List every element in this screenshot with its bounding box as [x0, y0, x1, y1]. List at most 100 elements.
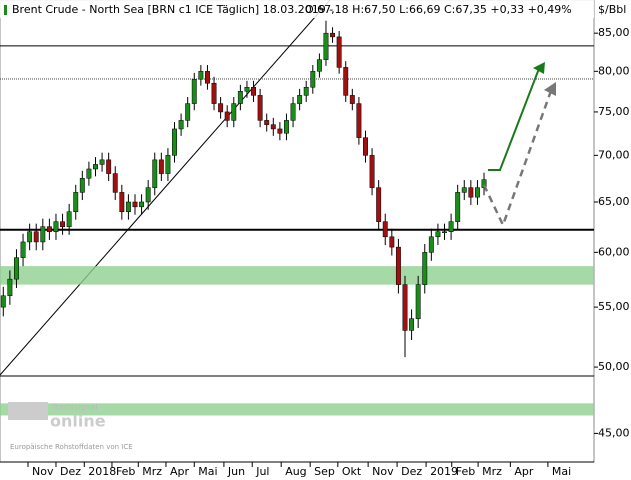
x-tick-label: Feb	[456, 465, 475, 478]
unit: $/Bbl	[598, 3, 626, 16]
logo-box	[8, 402, 48, 420]
candle-body	[165, 155, 171, 174]
candle-body	[422, 252, 428, 285]
candle-body	[191, 78, 197, 104]
candle-body	[99, 159, 105, 165]
x-tick-label: Mai	[552, 465, 571, 478]
candle-body	[79, 177, 85, 193]
candle-body	[402, 284, 408, 331]
y-tick-label: 65,00	[598, 195, 630, 208]
candle-body	[356, 103, 362, 138]
candle-body	[119, 192, 125, 212]
header-value: L:66,69	[399, 3, 440, 16]
candle-body	[60, 221, 66, 227]
x-tick-label: Feb	[116, 465, 135, 478]
candle-body	[310, 71, 316, 88]
header-value: H:67,50	[352, 3, 395, 16]
y-tick-label: 55,00	[598, 300, 630, 313]
candle-body	[284, 120, 289, 134]
y-tick-label: 50,00	[598, 360, 630, 373]
candle-body	[376, 187, 382, 222]
candle-body	[7, 278, 13, 297]
candle-body	[303, 86, 309, 96]
candle-body	[428, 236, 434, 253]
candle-body	[27, 231, 33, 243]
candle-body	[132, 201, 138, 208]
header-value: +0,49%	[528, 3, 572, 16]
plot-frame	[0, 0, 595, 463]
x-tick-label: Dez	[401, 465, 422, 478]
candle-body	[323, 32, 329, 60]
candle-body	[330, 32, 336, 38]
candle-body	[349, 95, 355, 104]
candle-body	[152, 159, 158, 188]
candle-body	[448, 221, 454, 232]
support-band	[0, 403, 594, 416]
candle-body	[382, 221, 388, 238]
candle-body	[86, 168, 92, 179]
x-tick-label: 2019	[430, 465, 458, 478]
candle-body	[198, 71, 204, 80]
candle-body	[33, 231, 39, 243]
candle-body	[343, 67, 349, 96]
watermark-2: online	[50, 412, 106, 431]
candle-body	[204, 71, 210, 84]
candle-body	[106, 159, 112, 174]
candle-body	[172, 128, 177, 156]
y-tick-label: 85,00	[598, 26, 630, 39]
candle-body	[363, 137, 368, 156]
candle-body	[185, 103, 191, 121]
header-values: O:67,18 H:67,50 L:66,69 C:67,35 +0,33 +0…	[305, 3, 572, 16]
candle-body	[158, 159, 164, 174]
candle-body	[369, 155, 375, 188]
candle-body	[40, 226, 46, 243]
candle-body	[395, 246, 401, 285]
candle-body	[257, 95, 263, 121]
candle-body	[53, 221, 59, 232]
candle-body	[389, 236, 395, 248]
candle-body	[336, 36, 342, 68]
candle-body	[461, 187, 467, 193]
trend-line	[0, 0, 331, 376]
candle-body	[237, 91, 243, 104]
candle-body	[20, 241, 26, 258]
candle-body	[264, 120, 270, 125]
candle-body	[66, 211, 72, 227]
candle-body	[46, 226, 52, 232]
x-tick-label: Jun	[227, 465, 245, 478]
watermark: Tradesignal	[51, 403, 98, 412]
support-band	[0, 266, 594, 285]
candle-body	[415, 284, 421, 319]
x-tick-label: Apr	[170, 465, 190, 478]
candle-body	[211, 82, 217, 104]
candle-body	[93, 164, 98, 170]
y-tick-label: 60,00	[598, 245, 630, 258]
x-tick-label: 2018	[88, 465, 116, 478]
candle-body	[468, 187, 474, 198]
candle-body	[231, 103, 237, 121]
x-tick-label: Mrz	[482, 465, 502, 478]
x-tick-label: Dez	[60, 465, 81, 478]
x-tick-label: Aug	[285, 465, 306, 478]
bull-arrow	[488, 65, 541, 171]
candle-body	[224, 111, 230, 121]
x-tick-label: Jul	[255, 465, 269, 478]
candle-body	[125, 201, 131, 212]
candle-body	[316, 59, 322, 72]
icon	[4, 5, 7, 15]
y-tick-label: 75,00	[598, 105, 630, 118]
x-tick-label: Sep	[314, 465, 335, 478]
candle-body	[139, 201, 145, 208]
candle-body	[455, 192, 461, 222]
x-tick-label: Apr	[514, 465, 534, 478]
y-tick-label: 70,00	[598, 148, 630, 161]
candle-body	[218, 103, 224, 113]
x-tick-label: Mai	[198, 465, 217, 478]
bear-arrow	[482, 87, 554, 229]
arrowhead	[533, 62, 545, 74]
header-value: O:67,18	[305, 3, 349, 16]
candle-body	[112, 173, 118, 193]
candle-body	[251, 86, 256, 96]
arrowhead	[544, 82, 556, 96]
